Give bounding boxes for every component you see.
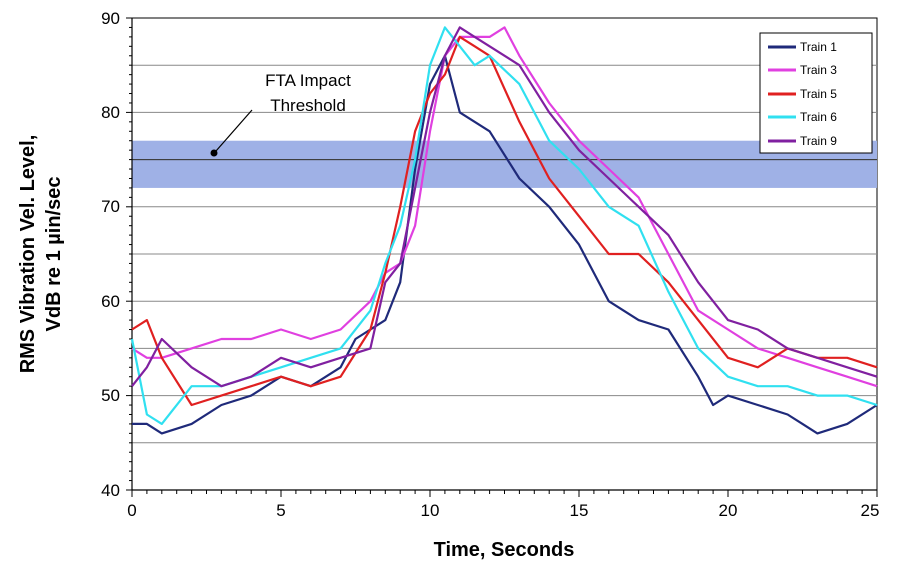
threshold-annotation: FTA Impact Threshold (210, 71, 351, 157)
legend-label: Train 3 (800, 63, 837, 77)
threshold-label-line1: FTA Impact (265, 71, 351, 90)
x-axis-title: Time, Seconds (434, 539, 575, 561)
x-tick-label: 25 (861, 501, 880, 520)
y-axis-title-line1: RMS Vibration Vel. Level, (17, 135, 39, 374)
legend-label: Train 9 (800, 134, 837, 148)
legend-label: Train 6 (800, 110, 837, 124)
legend-label: Train 5 (800, 87, 837, 101)
x-tick-label: 10 (421, 501, 440, 520)
threshold-band (132, 140, 877, 188)
axes (126, 17, 878, 497)
legend-item: Train 6 (768, 110, 837, 124)
legend-label: Train 1 (800, 40, 837, 54)
y-tick-labels: 40 50 60 70 80 90 (101, 9, 120, 500)
y-tick-label: 90 (101, 9, 120, 28)
legend-item: Train 1 (768, 40, 837, 54)
x-tick-label: 0 (127, 501, 136, 520)
legend: Train 1 Train 3 Train 5 Train 6 Train 9 (759, 32, 873, 154)
y-axis-title: RMS Vibration Vel. Level, VdB re 1 µin/s… (17, 135, 65, 374)
series-line-train-5 (131, 35, 878, 407)
threshold-label-line2: Threshold (270, 96, 346, 115)
threshold-pointer-line (215, 109, 253, 152)
series-lines (130, 26, 878, 435)
series-line-train-9 (131, 26, 878, 388)
y-axis-title-line2: VdB re 1 µin/sec (43, 177, 65, 332)
threshold-pointer-dot (210, 149, 218, 157)
x-tick-label: 20 (719, 501, 738, 520)
x-tick-label: 5 (276, 501, 285, 520)
legend-item: Train 3 (768, 63, 837, 77)
y-tick-label: 40 (101, 481, 120, 500)
series-line-train-1 (132, 54, 878, 435)
y-tick-label: 60 (101, 292, 120, 311)
gridlines (132, 64, 877, 444)
legend-item: Train 9 (768, 134, 837, 148)
y-tick-label: 70 (101, 197, 120, 216)
legend-item: Train 5 (768, 87, 837, 101)
y-tick-label: 50 (101, 386, 120, 405)
threshold-band-layer (132, 140, 877, 188)
x-tick-label: 15 (570, 501, 589, 520)
x-tick-labels: 0 5 10 15 20 25 (127, 501, 879, 520)
y-tick-label: 80 (101, 103, 120, 122)
